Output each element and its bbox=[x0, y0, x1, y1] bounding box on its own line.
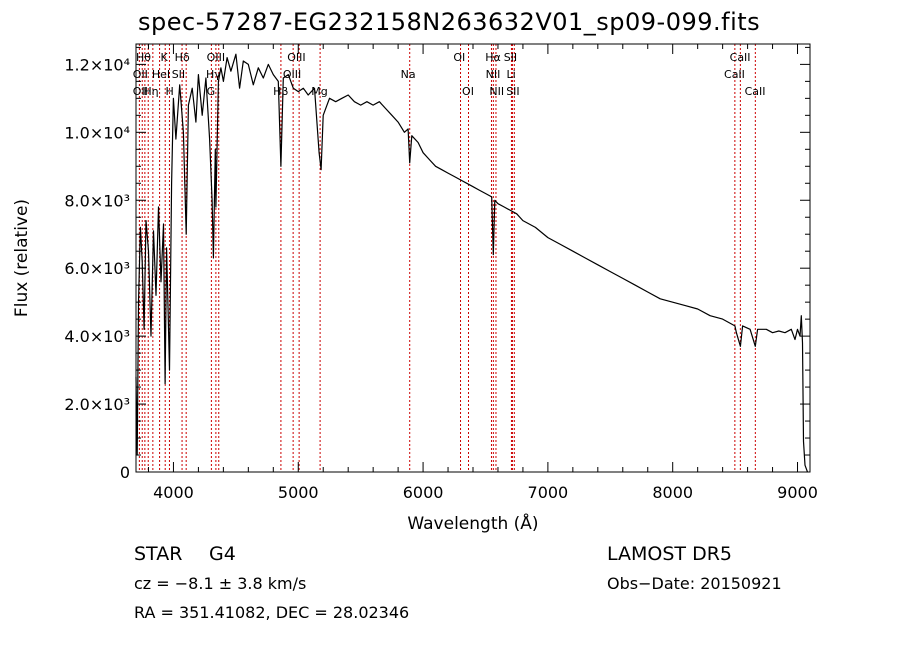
line-label-oiii: OIII bbox=[207, 51, 225, 64]
line-label-na: Na bbox=[401, 68, 416, 81]
line-label-sii: SII bbox=[172, 68, 185, 81]
line-label-k: K bbox=[160, 51, 168, 64]
y-tick-label: 8.0×10³ bbox=[64, 191, 130, 210]
y-axis-label: Flux (relative) bbox=[12, 199, 32, 317]
line-label-caii: CaII bbox=[724, 68, 745, 81]
line-label-nii: NII bbox=[489, 85, 504, 98]
subclass: G4 bbox=[209, 543, 236, 565]
line-label-caii: CaII bbox=[730, 51, 751, 64]
line-label-hγ: Hγ bbox=[206, 68, 221, 81]
line-label-g: G bbox=[207, 85, 216, 98]
line-label-hη: Hη bbox=[143, 85, 158, 98]
coordinates: RA = 351.41082, DEC = 28.02346 bbox=[134, 603, 410, 622]
plot-frame bbox=[135, 43, 811, 473]
y-tick-label: 0 bbox=[120, 463, 130, 482]
line-label-sii: SII bbox=[504, 51, 517, 64]
line-label-mg: Mg bbox=[311, 85, 327, 98]
line-label-oii: OII bbox=[133, 68, 148, 81]
spectrum-series bbox=[135, 53, 809, 473]
line-label-oiii: OIII bbox=[287, 51, 305, 64]
y-tick-label: 1.0×10⁴ bbox=[64, 123, 130, 142]
y-tick-label: 6.0×10³ bbox=[64, 259, 130, 278]
line-label-hα: Hα bbox=[485, 51, 501, 64]
survey-release: LAMOST DR5 bbox=[607, 543, 732, 565]
x-tick-label: 7000 bbox=[528, 483, 569, 502]
y-axis-ticks: 0 2.0×10³ 4.0×10³ 6.0×10³ 8.0×10³ 1.0×10⁴ 1.2×… bbox=[64, 46, 810, 482]
spectral-line-markers bbox=[138, 44, 756, 472]
x-tick-label: 4000 bbox=[153, 483, 194, 502]
chart-title: spec-57287-EG232158N263632V01_sp09-099.f… bbox=[138, 8, 761, 36]
line-label-hβ: Hβ bbox=[273, 85, 288, 98]
x-tick-label: 5000 bbox=[278, 483, 319, 502]
x-tick-label: 8000 bbox=[652, 483, 693, 502]
line-label-oiii: OIII bbox=[283, 68, 301, 81]
line-label-nii: NII bbox=[486, 68, 501, 81]
line-label-li: Li bbox=[506, 68, 515, 81]
x-axis-label: Wavelength (Å) bbox=[407, 512, 538, 534]
line-label-hθ: Hθ bbox=[136, 51, 151, 64]
y-tick-label: 2.0×10³ bbox=[64, 395, 130, 414]
line-label-caii: CaII bbox=[745, 85, 766, 98]
redshift-velocity: cz = −8.1 ± 3.8 km/s bbox=[134, 574, 307, 593]
line-label-h: H bbox=[166, 85, 174, 98]
line-label-hei: HeI bbox=[152, 68, 170, 81]
line-label-oi: OI bbox=[453, 51, 465, 64]
line-label-sii: SII bbox=[506, 85, 519, 98]
line-label-oii: OII bbox=[133, 85, 148, 98]
x-tick-label: 6000 bbox=[403, 483, 444, 502]
line-label-hδ: Hδ bbox=[175, 51, 190, 64]
y-tick-label: 4.0×10³ bbox=[64, 327, 130, 346]
x-axis-ticks: 4000 5000 6000 7000 8000 9000 bbox=[147, 44, 818, 502]
line-label-oi: OI bbox=[462, 85, 474, 98]
x-tick-label: 9000 bbox=[777, 483, 818, 502]
observation-date: Obs−Date: 20150921 bbox=[607, 574, 782, 593]
y-tick-label: 1.2×10⁴ bbox=[64, 55, 130, 74]
spectrum-line bbox=[135, 53, 809, 473]
object-class: STAR bbox=[134, 543, 183, 565]
